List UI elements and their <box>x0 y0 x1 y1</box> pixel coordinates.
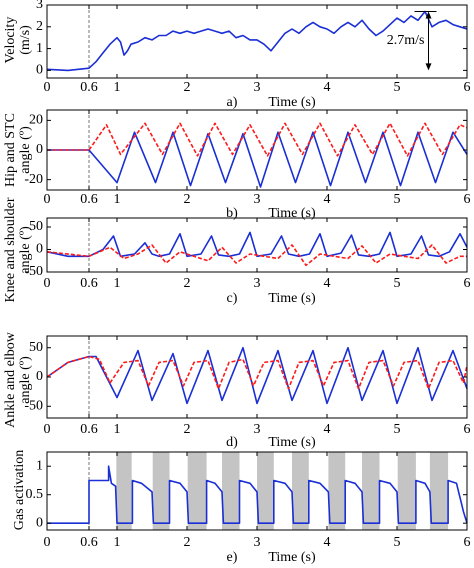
x-tick-label: 1 <box>114 80 121 95</box>
x-axis-label: Time (s) <box>268 550 316 565</box>
panel-label: c) <box>227 291 238 306</box>
x-tick-label: 5 <box>394 192 401 207</box>
data-line <box>46 346 468 405</box>
x-tick-label: 2 <box>184 276 191 291</box>
x-tick-label: 1 <box>114 192 121 207</box>
shaded-region <box>292 452 309 530</box>
shaded-region <box>116 452 132 530</box>
x-tick-label: 0.6 <box>80 422 98 437</box>
x-tick-label: 3 <box>254 276 261 291</box>
x-tick-label: 3 <box>254 422 261 437</box>
shaded-region <box>222 452 240 530</box>
x-tick-label: 0 <box>44 422 51 437</box>
x-tick-label: 0 <box>44 276 51 291</box>
x-tick-label: 6 <box>464 535 471 550</box>
y-tick-label: 0 <box>36 242 43 257</box>
y-axis-label: (m/s) <box>18 25 33 55</box>
x-tick-label: 0.6 <box>80 192 98 207</box>
data-line <box>46 10 468 72</box>
x-tick-label: 5 <box>394 422 401 437</box>
y-tick-label: -50 <box>24 264 43 279</box>
x-tick-label: 2 <box>184 422 191 437</box>
x-axis-label: Time (s) <box>268 206 316 221</box>
x-tick-label: 0.6 <box>80 276 98 291</box>
x-tick-label: 4 <box>324 276 331 291</box>
x-tick-label: 0.6 <box>80 535 98 550</box>
x-tick-label: 1 <box>114 535 121 550</box>
x-tick-label: 5 <box>394 80 401 95</box>
shaded-region <box>328 452 346 530</box>
y-axis-label: Gas activation <box>12 450 27 530</box>
x-tick-label: 0 <box>44 80 51 95</box>
panel-label: a) <box>227 95 238 110</box>
y-axis-label: Velocity <box>3 17 18 64</box>
shaded-region <box>429 452 449 530</box>
y-tick-label: 3 <box>36 0 43 12</box>
y-tick-label: 0.5 <box>26 487 44 502</box>
panel-label: b) <box>226 206 238 221</box>
y-tick-label: 0 <box>36 369 43 384</box>
shaded-region <box>362 452 380 530</box>
y-tick-label: 0 <box>36 515 43 530</box>
y-axis-label: angle (º) <box>18 226 33 274</box>
y-tick-label: -50 <box>24 399 43 414</box>
x-tick-label: 0 <box>44 192 51 207</box>
arrow-head <box>425 11 432 19</box>
x-axis-label: Time (s) <box>268 291 316 306</box>
y-tick-label: 50 <box>29 219 43 234</box>
y-tick-label: 20 <box>29 113 43 128</box>
x-tick-label: 0 <box>44 535 51 550</box>
x-tick-label: 2 <box>184 192 191 207</box>
y-tick-label: 0 <box>36 63 43 78</box>
x-tick-label: 6 <box>464 192 471 207</box>
y-tick-label: 2 <box>36 19 43 34</box>
shaded-region <box>257 452 274 530</box>
x-tick-label: 1 <box>114 422 121 437</box>
panel-label: e) <box>227 550 238 565</box>
x-axis-label: Time (s) <box>268 435 316 450</box>
x-tick-label: 3 <box>254 192 261 207</box>
x-tick-label: 2 <box>184 80 191 95</box>
y-axis-label: Knee and shoulder <box>3 197 18 302</box>
x-tick-label: 5 <box>394 276 401 291</box>
data-line <box>47 122 468 157</box>
shaded-region <box>152 452 170 530</box>
shaded-region <box>397 452 416 530</box>
data-line <box>47 131 468 188</box>
y-tick-label: 0 <box>36 142 43 157</box>
data-line <box>46 355 468 390</box>
y-axis-label: Ankle and elbow <box>3 331 18 428</box>
y-axis-label: angle (º) <box>18 126 33 174</box>
x-axis-label: Time (s) <box>268 95 316 110</box>
x-tick-label: 4 <box>324 535 331 550</box>
data-line <box>46 231 468 258</box>
x-tick-label: 4 <box>324 422 331 437</box>
panel-label: d) <box>226 435 238 450</box>
y-axis-label: angle (º) <box>18 356 33 404</box>
annotation-text: 2.7m/s <box>387 33 425 48</box>
y-tick-label: 50 <box>29 340 43 355</box>
data-line <box>46 244 467 267</box>
x-tick-label: 2 <box>184 535 191 550</box>
y-tick-label: -20 <box>24 172 43 187</box>
x-tick-label: 4 <box>324 80 331 95</box>
shaded-region <box>187 452 207 530</box>
data-line <box>47 465 468 524</box>
x-tick-label: 4 <box>324 192 331 207</box>
arrow-head <box>425 63 432 71</box>
x-tick-label: 6 <box>464 276 471 291</box>
x-tick-label: 3 <box>254 80 261 95</box>
x-tick-label: 3 <box>254 535 261 550</box>
x-tick-label: 6 <box>464 80 471 95</box>
x-tick-label: 1 <box>114 276 121 291</box>
axes-frame <box>46 217 468 273</box>
y-tick-label: 1 <box>36 41 43 56</box>
x-tick-label: 0.6 <box>80 80 98 95</box>
y-axis-label: Hip and STC <box>3 113 18 187</box>
y-tick-label: 1 <box>36 458 43 473</box>
x-tick-label: 6 <box>464 422 471 437</box>
x-tick-label: 5 <box>394 535 401 550</box>
